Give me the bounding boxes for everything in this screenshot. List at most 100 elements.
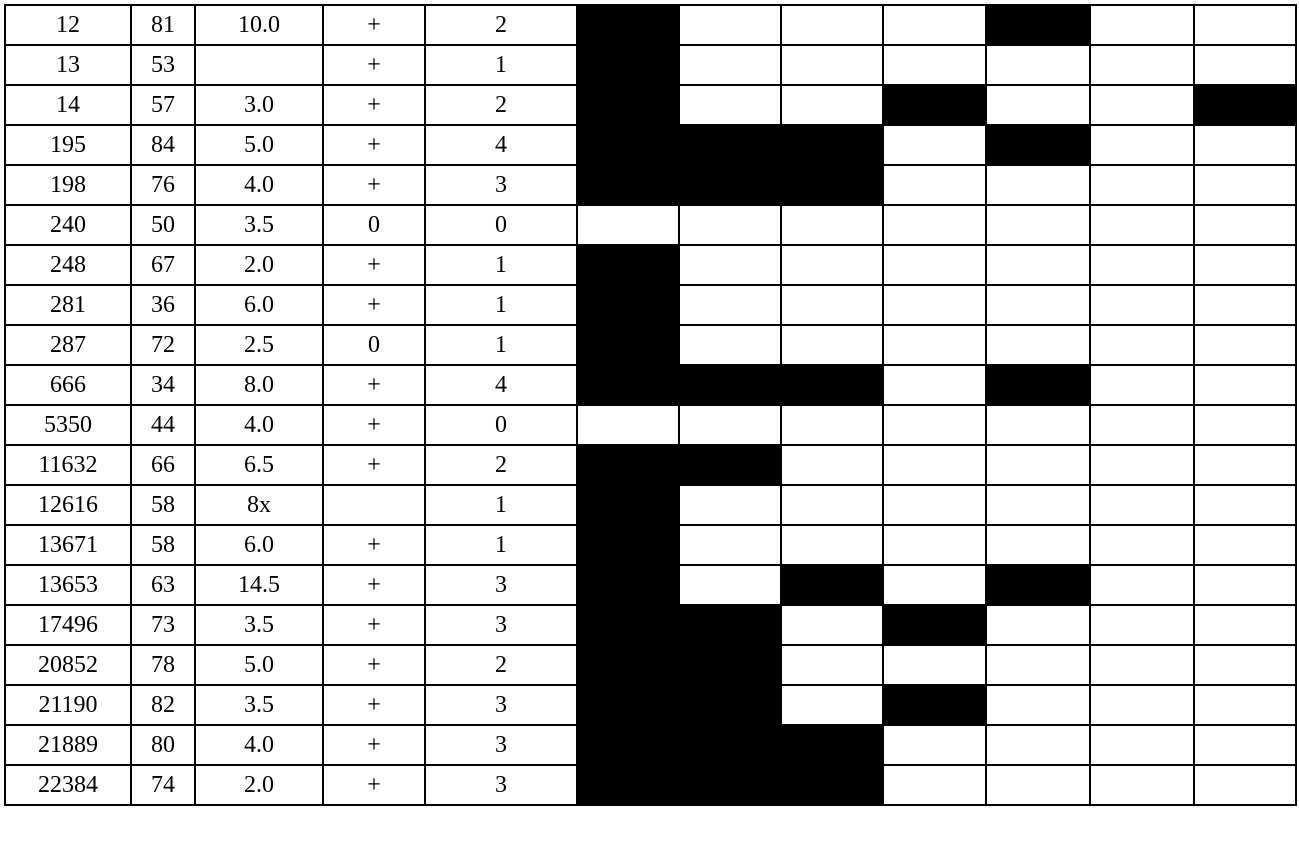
mask-cell <box>577 445 679 485</box>
mask-cell <box>883 85 986 125</box>
cell-col1: 53 <box>131 45 195 85</box>
table-row: 21190823.5+3 <box>5 685 1296 725</box>
mask-cell <box>781 725 883 765</box>
mask-cell <box>883 765 986 805</box>
table-row: 666348.0+4 <box>5 365 1296 405</box>
mask-cell <box>1090 125 1194 165</box>
cell-col0: 12616 <box>5 485 131 525</box>
cell-col3: + <box>323 5 425 45</box>
cell-col2: 4.0 <box>195 165 323 205</box>
mask-cell <box>577 245 679 285</box>
cell-col0: 21190 <box>5 685 131 725</box>
mask-cell <box>577 645 679 685</box>
cell-col1: 36 <box>131 285 195 325</box>
cell-col0: 17496 <box>5 605 131 645</box>
mask-cell <box>986 445 1090 485</box>
cell-col0: 248 <box>5 245 131 285</box>
mask-cell <box>1194 525 1296 565</box>
cell-col4: 0 <box>425 205 577 245</box>
cell-col0: 13653 <box>5 565 131 605</box>
mask-cell <box>1090 205 1194 245</box>
mask-cell <box>679 285 781 325</box>
mask-cell <box>986 5 1090 45</box>
mask-cell <box>1090 245 1194 285</box>
cell-col3: + <box>323 605 425 645</box>
cell-col0: 198 <box>5 165 131 205</box>
mask-cell <box>577 325 679 365</box>
cell-col1: 84 <box>131 125 195 165</box>
cell-col2: 3.5 <box>195 685 323 725</box>
cell-col3 <box>323 485 425 525</box>
cell-col3: + <box>323 685 425 725</box>
cell-col3: 0 <box>323 205 425 245</box>
table-row: 240503.500 <box>5 205 1296 245</box>
mask-cell <box>781 245 883 285</box>
mask-cell <box>883 125 986 165</box>
mask-cell <box>1090 5 1194 45</box>
cell-col1: 81 <box>131 5 195 45</box>
cell-col1: 50 <box>131 205 195 245</box>
cell-col0: 12 <box>5 5 131 45</box>
mask-cell <box>986 605 1090 645</box>
mask-cell <box>1090 645 1194 685</box>
mask-cell <box>781 325 883 365</box>
mask-cell <box>1194 45 1296 85</box>
cell-col4: 2 <box>425 85 577 125</box>
cell-col0: 281 <box>5 285 131 325</box>
mask-cell <box>577 725 679 765</box>
mask-cell <box>577 85 679 125</box>
table-row: 11632666.5+2 <box>5 445 1296 485</box>
cell-col2 <box>195 45 323 85</box>
table-row: 20852785.0+2 <box>5 645 1296 685</box>
mask-cell <box>986 325 1090 365</box>
cell-col1: 34 <box>131 365 195 405</box>
cell-col2: 3.5 <box>195 205 323 245</box>
cell-col3: + <box>323 125 425 165</box>
cell-col3: + <box>323 85 425 125</box>
cell-col1: 57 <box>131 85 195 125</box>
mask-cell <box>577 765 679 805</box>
cell-col4: 1 <box>425 285 577 325</box>
mask-cell <box>679 365 781 405</box>
mask-cell <box>986 725 1090 765</box>
cell-col2: 8.0 <box>195 365 323 405</box>
table-row: 195845.0+4 <box>5 125 1296 165</box>
mask-cell <box>883 325 986 365</box>
mask-cell <box>679 325 781 365</box>
cell-col1: 44 <box>131 405 195 445</box>
cell-col0: 22384 <box>5 765 131 805</box>
table-row: 1353+1 <box>5 45 1296 85</box>
cell-col1: 58 <box>131 485 195 525</box>
mask-cell <box>986 405 1090 445</box>
mask-cell <box>1194 765 1296 805</box>
mask-cell <box>986 365 1090 405</box>
cell-col2: 5.0 <box>195 645 323 685</box>
mask-cell <box>1194 365 1296 405</box>
table-row: 14573.0+2 <box>5 85 1296 125</box>
mask-cell <box>679 765 781 805</box>
table-row: 198764.0+3 <box>5 165 1296 205</box>
cell-col2: 2.5 <box>195 325 323 365</box>
mask-cell <box>1090 45 1194 85</box>
cell-col0: 13 <box>5 45 131 85</box>
mask-cell <box>986 565 1090 605</box>
mask-cell <box>986 45 1090 85</box>
mask-cell <box>1090 765 1194 805</box>
cell-col2: 3.5 <box>195 605 323 645</box>
mask-cell <box>986 525 1090 565</box>
cell-col4: 3 <box>425 765 577 805</box>
data-table: 128110.0+21353+114573.0+2195845.0+419876… <box>4 4 1297 806</box>
cell-col2: 6.5 <box>195 445 323 485</box>
cell-col0: 287 <box>5 325 131 365</box>
mask-cell <box>883 5 986 45</box>
mask-cell <box>1194 605 1296 645</box>
mask-cell <box>1194 165 1296 205</box>
cell-col1: 72 <box>131 325 195 365</box>
table-row: 13671586.0+1 <box>5 525 1296 565</box>
mask-cell <box>1194 325 1296 365</box>
cell-col4: 2 <box>425 5 577 45</box>
table-row: 21889804.0+3 <box>5 725 1296 765</box>
mask-cell <box>679 245 781 285</box>
cell-col4: 3 <box>425 565 577 605</box>
table-row: 287722.501 <box>5 325 1296 365</box>
